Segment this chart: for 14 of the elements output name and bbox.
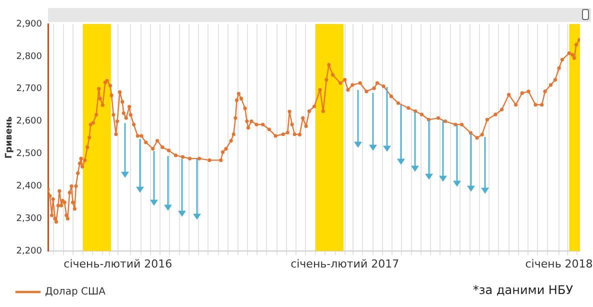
text: *за даними НБУ (472, 283, 573, 297)
y-tick-label: 2,300 (16, 214, 42, 224)
x-tick-label: січень-лютий 2017 (290, 257, 400, 270)
y-tick-label: 2,500 (16, 149, 42, 160)
y-tick-label: 2,200 (16, 246, 42, 256)
x-tick-label: січень-лютий 2016 (64, 257, 172, 270)
y-tick-label: 2,700 (16, 84, 42, 94)
y-tick-label: 2,800 (16, 52, 42, 62)
x-tick-label: січень 2018 (525, 257, 593, 270)
y-axis-title: Гривень (4, 116, 15, 159)
y-tick-label: 2,600 (16, 116, 42, 127)
legend-label: Долар США (45, 286, 106, 298)
y-tick-label: 2,400 (16, 181, 42, 192)
y-tick-label: 2,900 (16, 19, 42, 30)
